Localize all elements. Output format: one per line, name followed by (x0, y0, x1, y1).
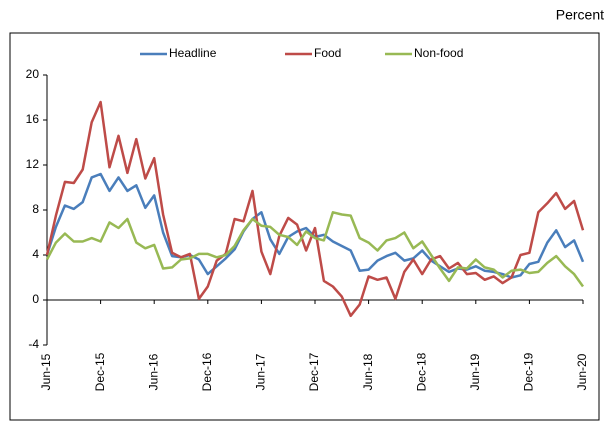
x-tick-label: Jun-20 (575, 353, 589, 390)
y-tick-label: 16 (26, 112, 40, 126)
series-line (45, 100, 585, 318)
unit-label: Percent (556, 7, 604, 23)
x-tick-label: Jun-16 (146, 353, 160, 390)
y-tick-label: 12 (26, 157, 40, 171)
y-tick-label: -4 (28, 337, 39, 351)
x-tick-label: Jun-18 (361, 353, 375, 390)
series-line (45, 211, 585, 288)
legend-label: Headline (169, 46, 217, 60)
series-line (45, 172, 585, 279)
x-tick-label: Dec-19 (522, 352, 536, 391)
x-tick-label: Jun-19 (468, 353, 482, 390)
x-tick-label: Dec-17 (307, 352, 321, 391)
x-tick-label: Jun-17 (254, 353, 268, 390)
frame (9, 32, 600, 421)
x-tick-label: Dec-15 (93, 352, 107, 391)
y-tick-label: 4 (32, 247, 39, 261)
y-tick-label: 20 (26, 67, 40, 81)
legend-label: Non-food (414, 46, 463, 60)
legend-label: Food (314, 46, 341, 60)
x-tick-label: Jun-15 (39, 353, 53, 390)
y-tick-label: 0 (32, 292, 39, 306)
x-tick-label: Dec-16 (200, 352, 214, 391)
y-tick-label: 8 (32, 202, 39, 216)
x-tick-label: Dec-18 (414, 352, 428, 391)
